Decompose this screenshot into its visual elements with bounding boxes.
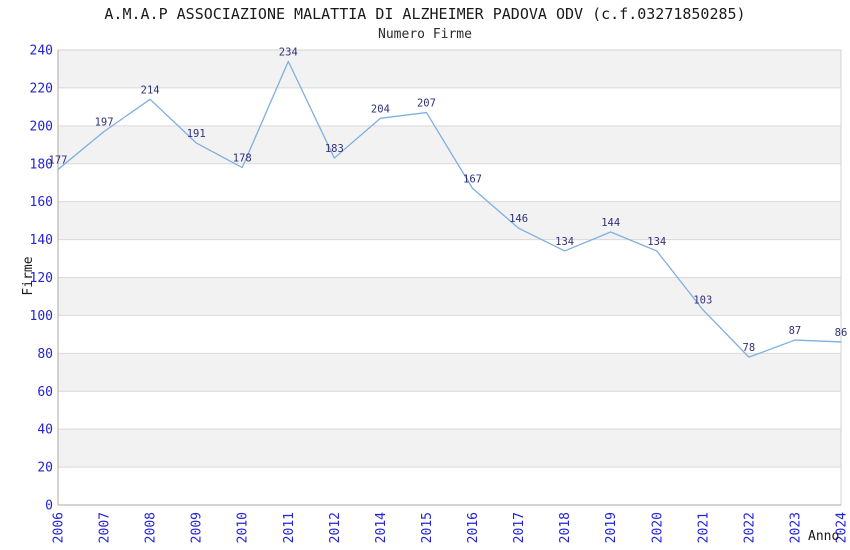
data-point-label: 86 xyxy=(835,327,848,339)
data-line xyxy=(57,60,842,358)
data-point-label: 214 xyxy=(141,84,160,96)
data-point-label: 134 xyxy=(555,236,574,248)
data-point-label: 134 xyxy=(647,236,666,248)
grid-band xyxy=(58,163,841,202)
y-tick-label: 200 xyxy=(30,119,53,134)
grid-band xyxy=(58,467,841,505)
x-tick-label: 2022 xyxy=(742,512,757,543)
x-tick-label: 2019 xyxy=(604,512,619,543)
data-point-label: 183 xyxy=(325,143,344,155)
x-tick-label: 2024 xyxy=(835,512,850,543)
data-point-label: 191 xyxy=(187,128,206,140)
grid-band xyxy=(58,201,841,240)
x-tick-label: 2009 xyxy=(190,512,205,543)
x-tick-label: 2016 xyxy=(466,512,481,543)
grid-band xyxy=(58,315,841,354)
y-tick-label: 120 xyxy=(30,271,53,286)
x-tick-label: 2007 xyxy=(98,512,113,543)
data-point-label: 234 xyxy=(279,46,298,58)
y-tick-label: 80 xyxy=(37,347,53,362)
x-tick-label: 2021 xyxy=(696,512,711,543)
y-tick-label: 40 xyxy=(37,423,53,438)
data-point-label: 146 xyxy=(509,213,528,225)
x-axis-title: Anno xyxy=(808,529,840,544)
x-tick-label: 2018 xyxy=(558,512,573,543)
grid-band xyxy=(58,50,841,88)
grid-band xyxy=(58,429,841,468)
grid-band xyxy=(58,239,841,278)
x-tick-label: 2017 xyxy=(512,512,527,543)
y-tick-label: 180 xyxy=(30,157,53,172)
data-point-label: 167 xyxy=(463,173,482,185)
data-point-label: 204 xyxy=(371,103,390,115)
data-point-label: 78 xyxy=(743,342,756,354)
grid-band xyxy=(58,391,841,430)
x-tick-label: 2014 xyxy=(374,512,389,543)
y-tick-label: 100 xyxy=(30,309,53,324)
y-tick-label: 20 xyxy=(37,461,53,476)
x-tick-label: 2011 xyxy=(282,512,297,543)
grid-band xyxy=(58,87,841,126)
y-tick-label: 60 xyxy=(37,385,53,400)
data-point-label: 144 xyxy=(601,217,620,229)
x-tick-label: 2020 xyxy=(650,512,665,543)
data-point-label: 103 xyxy=(693,295,712,307)
x-tick-label: 2006 xyxy=(52,512,67,543)
y-tick-label: 220 xyxy=(30,81,53,96)
x-tick-label: 2023 xyxy=(788,512,803,543)
data-point-label: 207 xyxy=(417,98,436,110)
y-tick-label: 140 xyxy=(30,233,53,248)
y-tick-label: 240 xyxy=(30,44,53,59)
grid-band xyxy=(58,277,841,316)
grid-band xyxy=(58,125,841,164)
data-point-label: 197 xyxy=(95,117,114,129)
grid-band xyxy=(58,353,841,392)
x-tick-label: 2015 xyxy=(420,512,435,543)
x-tick-label: 2012 xyxy=(328,512,343,543)
chart-subtitle: Numero Firme xyxy=(378,27,472,42)
data-point-label: 177 xyxy=(49,154,68,166)
chart-title: A.M.A.P ASSOCIAZIONE MALATTIA DI ALZHEIM… xyxy=(104,5,746,23)
y-tick-label: 0 xyxy=(45,499,53,514)
data-point-label: 178 xyxy=(233,153,252,165)
y-tick-label: 160 xyxy=(30,195,53,210)
x-tick-label: 2010 xyxy=(236,512,251,543)
x-tick-label: 2008 xyxy=(144,512,159,543)
data-point-label: 87 xyxy=(789,325,802,337)
